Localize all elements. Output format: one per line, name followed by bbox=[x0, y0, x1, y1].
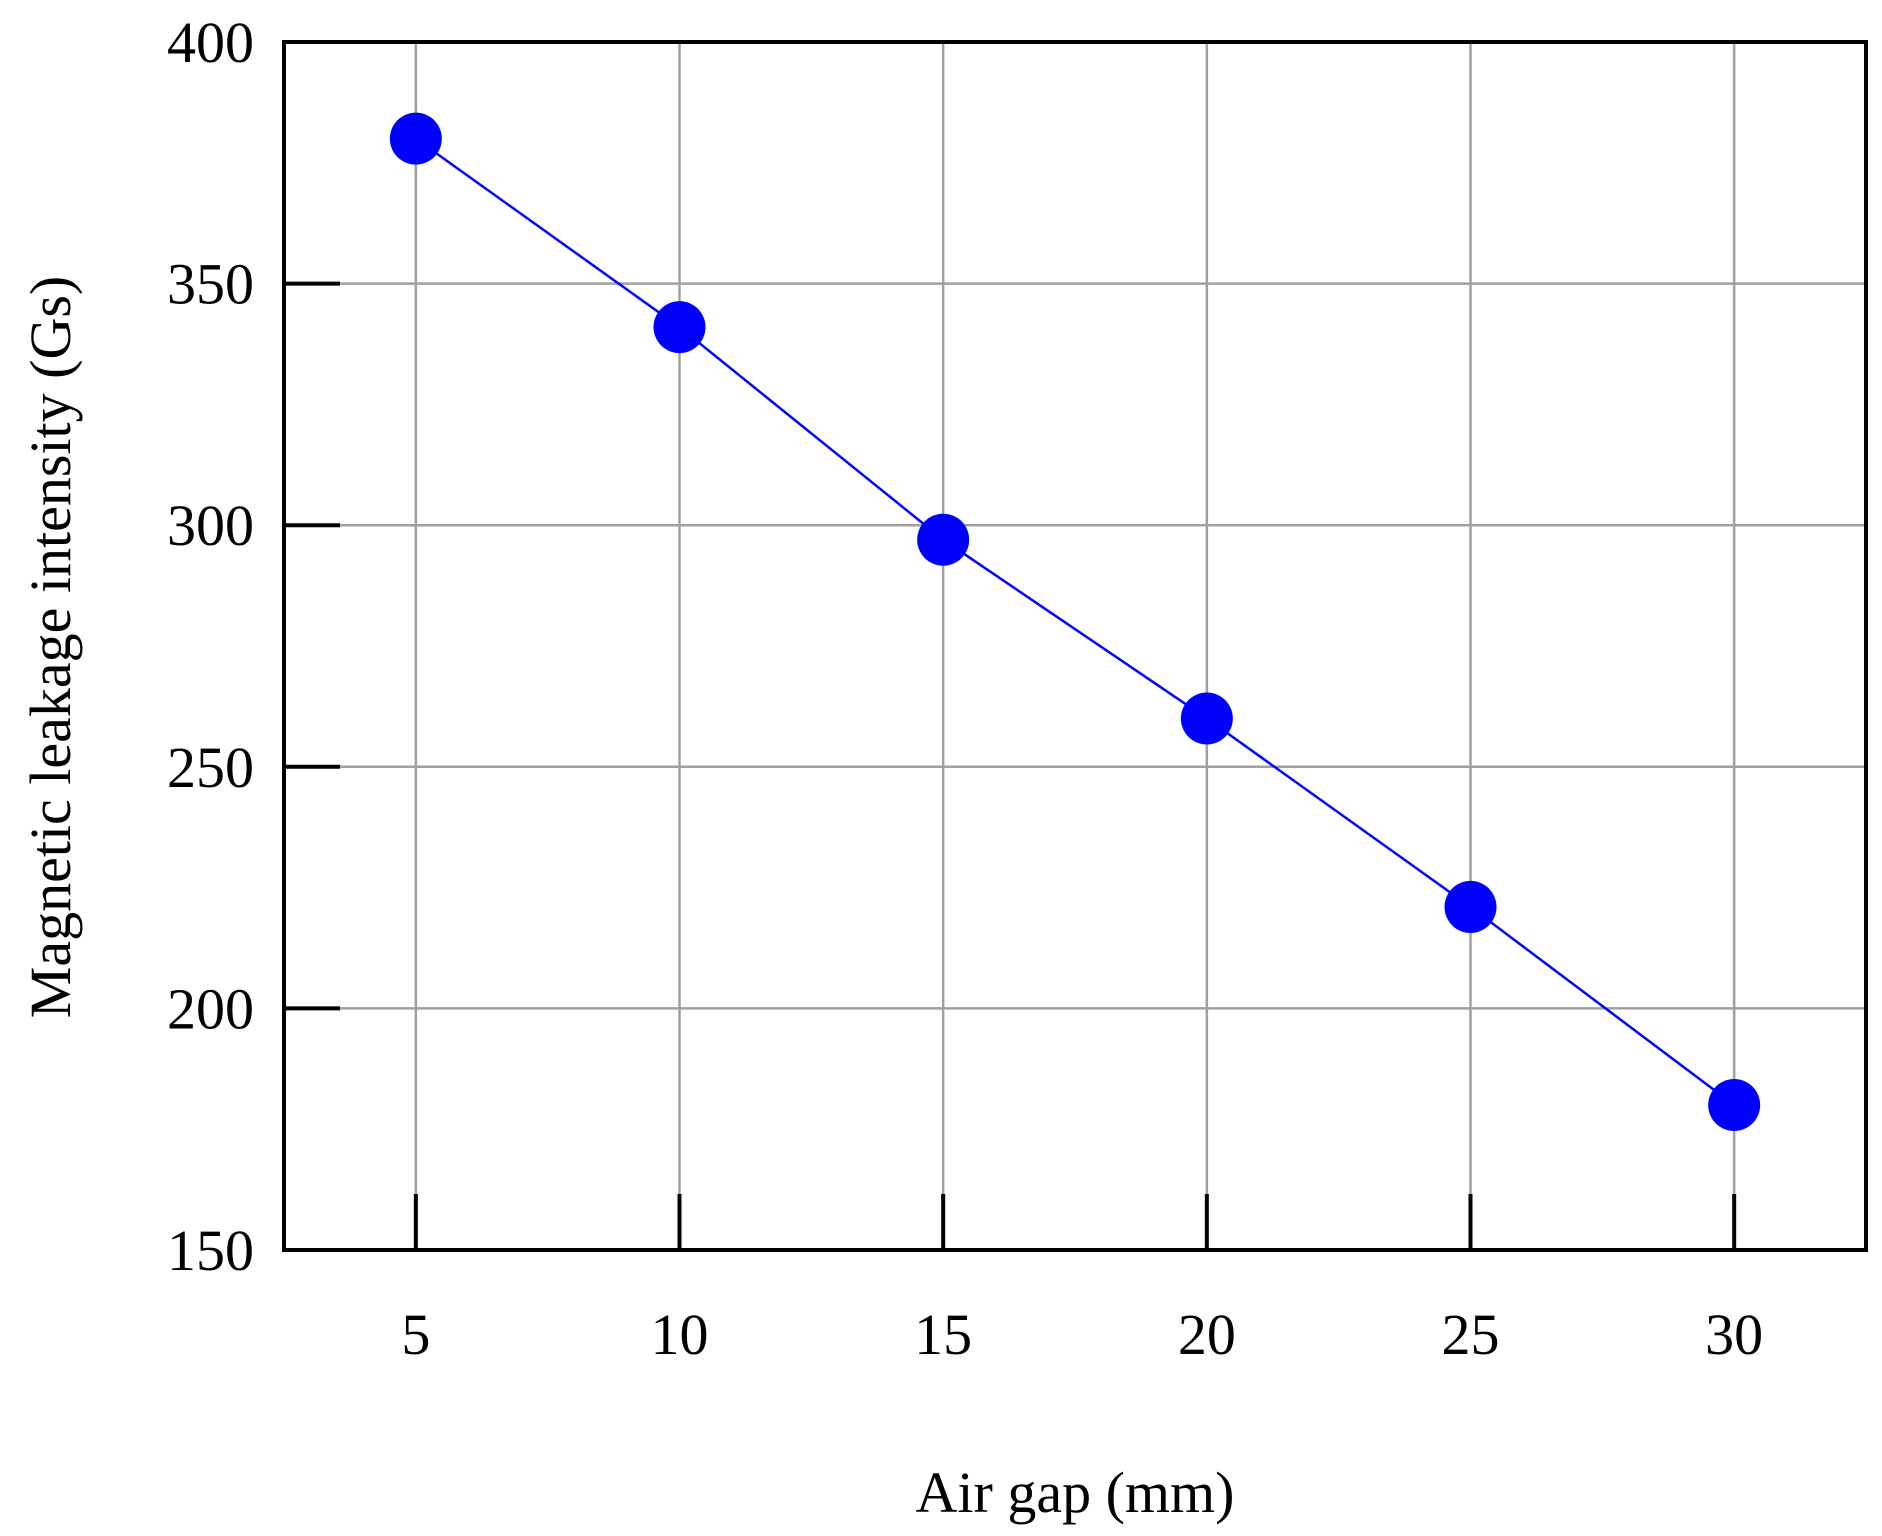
x-tick-label: 15 bbox=[914, 1302, 972, 1367]
label-layer: Air gap (mm) Magnetic leakage intensity … bbox=[18, 10, 1763, 1525]
tick-layer bbox=[284, 40, 1737, 1252]
x-tick-label: 5 bbox=[401, 1302, 430, 1367]
y-tick-label: 250 bbox=[167, 735, 254, 800]
x-tick-label: 10 bbox=[651, 1302, 709, 1367]
grid-layer bbox=[284, 42, 1866, 1250]
plot-frame bbox=[282, 40, 1868, 1252]
data-point bbox=[1444, 880, 1497, 933]
data-point bbox=[653, 301, 706, 354]
data-point bbox=[917, 513, 970, 566]
y-tick-label: 400 bbox=[167, 10, 254, 75]
data-point bbox=[1180, 692, 1233, 745]
y-tick-label: 350 bbox=[167, 252, 254, 317]
y-tick-label: 200 bbox=[167, 976, 254, 1041]
x-tick-label: 30 bbox=[1705, 1302, 1763, 1367]
y-axis-label: Magnetic leakage intensity (Gs) bbox=[18, 276, 83, 1018]
y-tick-label: 150 bbox=[167, 1218, 254, 1283]
data-point bbox=[389, 112, 442, 165]
series-line bbox=[415, 137, 1735, 1107]
y-tick-label: 300 bbox=[167, 493, 254, 558]
x-tick-label: 25 bbox=[1442, 1302, 1500, 1367]
x-axis-label: Air gap (mm) bbox=[916, 1460, 1235, 1525]
data-point bbox=[1708, 1079, 1761, 1132]
x-tick-label: 20 bbox=[1178, 1302, 1236, 1367]
series-layer bbox=[389, 112, 1761, 1132]
